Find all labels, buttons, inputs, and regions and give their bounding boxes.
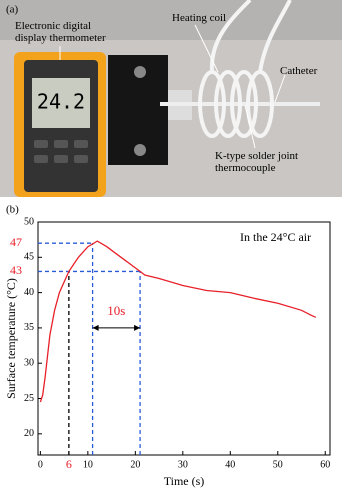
y-axis-label: Surface temperature (°C) <box>4 278 18 399</box>
x-tick-label: 40 <box>225 459 235 470</box>
y-tick-label: 25 <box>24 393 34 404</box>
reference-label: 6 <box>66 457 72 471</box>
y-tick-label: 40 <box>24 287 34 298</box>
y-tick-label: 35 <box>24 322 34 333</box>
photo: 24.2 (a) Electronic digital display therm… <box>0 0 342 197</box>
y-tick-label: 20 <box>24 428 34 439</box>
interval-label: 10s <box>107 303 125 318</box>
callout-lines <box>59 24 286 149</box>
callout-line: Heating coil <box>172 12 226 24</box>
y-tick-label: 50 <box>24 216 34 227</box>
y-tick-label: 45 <box>24 252 34 263</box>
callout-line: Catheter <box>280 65 318 77</box>
callout: Catheter <box>280 65 318 77</box>
callout: K-type solder joint thermocouple <box>215 150 298 174</box>
x-axis-label: Time (s) <box>164 474 205 488</box>
coil <box>198 0 292 138</box>
thermometer-screen <box>32 78 90 128</box>
panel-label: (a) <box>6 4 19 16</box>
plot-frame <box>37 221 331 456</box>
callout-line: thermocouple <box>215 162 276 174</box>
annotation: In the 24°C air <box>240 230 311 244</box>
chart: 0 10 20 30 40 50 60 20 25 30 35 40 45 50 Time (s) Surfa… <box>4 216 331 488</box>
callout-line: K-type solder joint <box>215 150 298 162</box>
x-tick-label: 50 <box>273 459 283 470</box>
x-tick-label: 60 <box>320 459 330 470</box>
x-tick-label: 10 <box>83 459 93 470</box>
callout: Electronic digital display thermometer <box>15 20 106 44</box>
callout: Heating coil <box>172 12 226 24</box>
screw <box>134 144 146 156</box>
panel-label: (b) <box>6 204 19 216</box>
reference-label: 43 <box>10 263 22 277</box>
x-tick-label: 20 <box>130 459 140 470</box>
buttons <box>34 140 88 163</box>
callout-line: Electronic digital <box>15 20 91 32</box>
screw <box>134 66 146 78</box>
y-tick-label: 30 <box>24 358 34 369</box>
callout-line: display thermometer <box>15 32 106 44</box>
data-line <box>39 240 317 403</box>
x-tick-label: 30 <box>178 459 188 470</box>
x-tick-label: 0 <box>38 459 43 470</box>
display-reading: 24.2 <box>37 90 85 114</box>
reference-label: 47 <box>10 235 22 249</box>
